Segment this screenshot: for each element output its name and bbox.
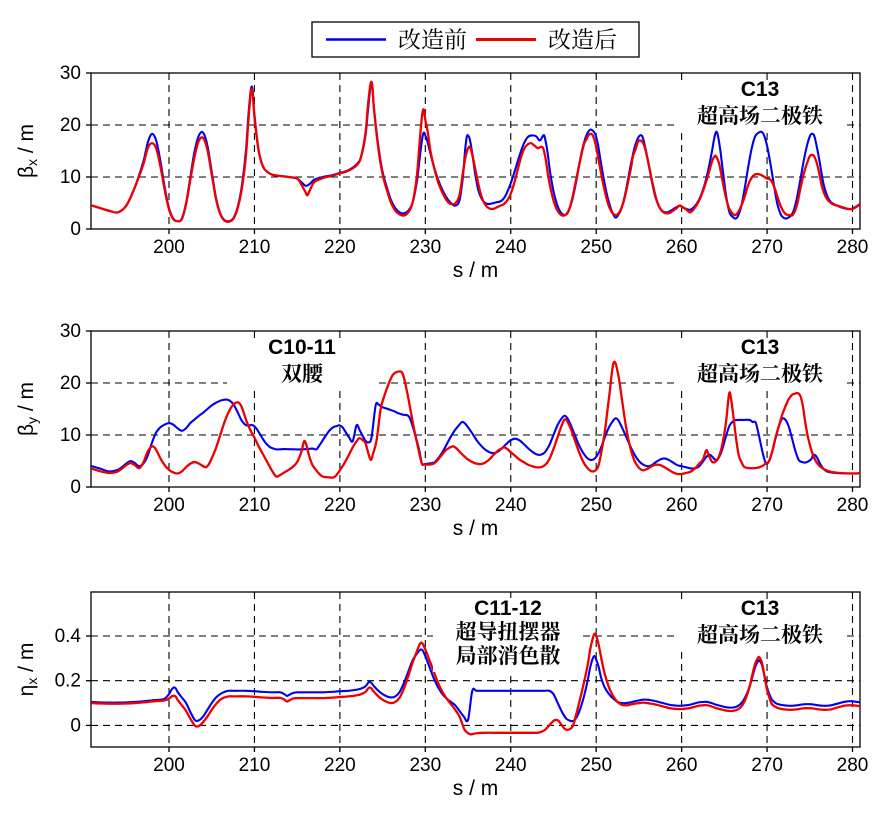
svg-text:0: 0 (70, 219, 81, 240)
svg-text:改造后: 改造后 (548, 27, 617, 53)
svg-text:260: 260 (666, 495, 698, 516)
svg-text:超高场二极铁: 超高场二极铁 (697, 104, 823, 128)
svg-text:βx / m: βx / m (15, 124, 40, 178)
svg-text:230: 230 (409, 495, 441, 516)
svg-text:220: 220 (324, 237, 356, 258)
svg-text:250: 250 (580, 755, 612, 776)
svg-text:20: 20 (60, 373, 81, 394)
svg-text:210: 210 (239, 755, 271, 776)
svg-text:C13: C13 (741, 336, 780, 359)
svg-text:ηx / m: ηx / m (15, 643, 40, 697)
svg-text:280: 280 (837, 495, 869, 516)
svg-text:局部消色散: 局部消色散 (456, 645, 561, 668)
svg-text:s / m: s / m (453, 777, 499, 800)
svg-text:200: 200 (153, 755, 185, 776)
svg-text:30: 30 (60, 321, 81, 342)
svg-text:220: 220 (324, 755, 356, 776)
svg-text:10: 10 (60, 167, 81, 188)
svg-text:250: 250 (580, 237, 612, 258)
svg-text:超导扭摆器: 超导扭摆器 (456, 620, 561, 644)
svg-text:0.4: 0.4 (55, 626, 82, 647)
svg-text:0.2: 0.2 (55, 671, 81, 692)
svg-text:30: 30 (60, 63, 81, 84)
svg-text:20: 20 (60, 115, 81, 136)
svg-text:280: 280 (837, 237, 869, 258)
svg-text:0: 0 (70, 477, 81, 498)
svg-text:240: 240 (495, 755, 527, 776)
svg-text:270: 270 (751, 495, 783, 516)
svg-text:240: 240 (495, 237, 527, 258)
svg-text:βy / m: βy / m (15, 382, 40, 436)
svg-text:C13: C13 (741, 597, 780, 620)
svg-text:220: 220 (324, 495, 356, 516)
svg-text:C13: C13 (741, 78, 780, 101)
svg-text:280: 280 (837, 755, 869, 776)
svg-text:210: 210 (239, 237, 271, 258)
svg-text:超高场二极铁: 超高场二极铁 (697, 623, 823, 647)
svg-text:240: 240 (495, 495, 527, 516)
svg-text:260: 260 (666, 237, 698, 258)
svg-text:200: 200 (153, 495, 185, 516)
svg-text:260: 260 (666, 755, 698, 776)
svg-text:250: 250 (580, 495, 612, 516)
svg-text:双腰: 双腰 (281, 363, 325, 386)
svg-text:270: 270 (751, 755, 783, 776)
svg-text:超高场二极铁: 超高场二极铁 (697, 362, 823, 386)
svg-text:200: 200 (153, 237, 185, 258)
svg-text:s / m: s / m (453, 259, 499, 282)
svg-text:10: 10 (60, 425, 81, 446)
svg-text:270: 270 (751, 237, 783, 258)
svg-text:改造前: 改造前 (398, 27, 467, 53)
svg-text:C11-12: C11-12 (474, 597, 542, 620)
svg-text:0: 0 (70, 715, 81, 736)
svg-text:230: 230 (409, 237, 441, 258)
svg-text:210: 210 (239, 495, 271, 516)
svg-text:s / m: s / m (453, 517, 499, 540)
svg-text:C10-11: C10-11 (268, 336, 336, 359)
svg-text:230: 230 (409, 755, 441, 776)
